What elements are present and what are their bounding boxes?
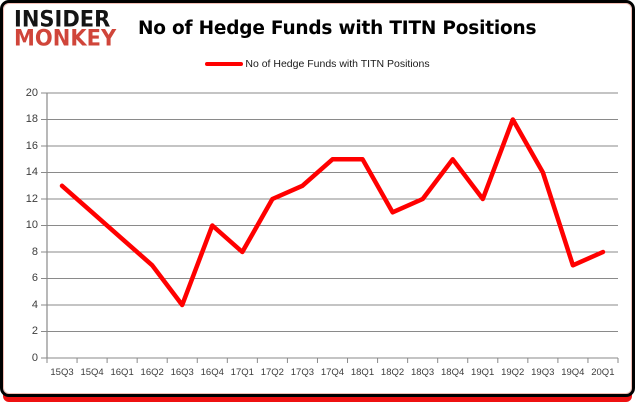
logo-monkey-text: MONKEY <box>14 25 117 51</box>
y-axis-labels: 0 2 4 6 8 10 12 14 16 18 20 <box>3 86 38 367</box>
legend-line-swatch <box>205 62 244 66</box>
x-axis-labels: 15Q3 15Q4 16Q1 16Q2 16Q3 16Q4 17Q1 17Q2 17Q3 17Q4… <box>47 367 618 381</box>
x-axis-label-17Q4: 17Q4 <box>320 367 345 378</box>
y-axis-label-14: 14 <box>25 166 38 178</box>
y-axis-label-12: 12 <box>25 192 38 205</box>
x-axis-label-17Q2: 17Q2 <box>260 367 284 378</box>
chart-legend: No of Hedge Funds with TITN Positions <box>3 58 632 70</box>
x-axis-label-16Q2: 16Q2 <box>140 367 164 378</box>
legend-series-label: No of Hedge Funds with TITN Positions <box>245 58 430 70</box>
x-axis-label-18Q3: 18Q3 <box>410 367 435 378</box>
x-axis-label-16Q4: 16Q4 <box>200 367 224 378</box>
y-axis-label-10: 10 <box>25 219 38 231</box>
x-axis-label-19Q2: 19Q2 <box>501 367 525 378</box>
x-axis-label-15Q3: 15Q3 <box>50 367 74 378</box>
x-axis-label-18Q4: 18Q4 <box>441 367 465 378</box>
x-axis-label-17Q3: 17Q3 <box>290 367 315 378</box>
x-axis-label-19Q1: 19Q1 <box>471 367 495 378</box>
insider-monkey-logo: INSIDER MONKEY <box>14 6 117 51</box>
chart-title: No of Hedge Funds with TITN Positions <box>138 18 537 39</box>
logo-insider-text: INSIDER <box>14 6 111 32</box>
x-axis-label-17Q1: 17Q1 <box>230 367 254 378</box>
y-axis-label-6: 6 <box>31 272 38 284</box>
x-axis-label-19Q3: 19Q3 <box>531 367 555 378</box>
y-axis-label-16: 16 <box>25 139 38 152</box>
y-axis-label-0: 0 <box>31 351 38 364</box>
y-axis-label-20: 20 <box>25 86 38 99</box>
y-axis-label-4: 4 <box>31 298 38 311</box>
x-axis-label-16Q1: 16Q1 <box>110 367 134 378</box>
x-axis-label-18Q2: 18Q2 <box>380 367 405 378</box>
x-axis-label-16Q3: 16Q3 <box>170 367 194 378</box>
y-axis-label-8: 8 <box>31 245 38 258</box>
x-axis-label-15Q4: 15Q4 <box>80 367 104 378</box>
plot-area <box>41 92 619 363</box>
x-axis-label-19Q4: 19Q4 <box>561 367 585 378</box>
x-axis-label-20Q1: 20Q1 <box>591 367 615 378</box>
x-axis-label-18Q1: 18Q1 <box>350 367 375 378</box>
y-axis-label-18: 18 <box>25 113 38 125</box>
series-line-hedge-funds <box>59 117 606 308</box>
y-axis-label-2: 2 <box>31 325 38 337</box>
